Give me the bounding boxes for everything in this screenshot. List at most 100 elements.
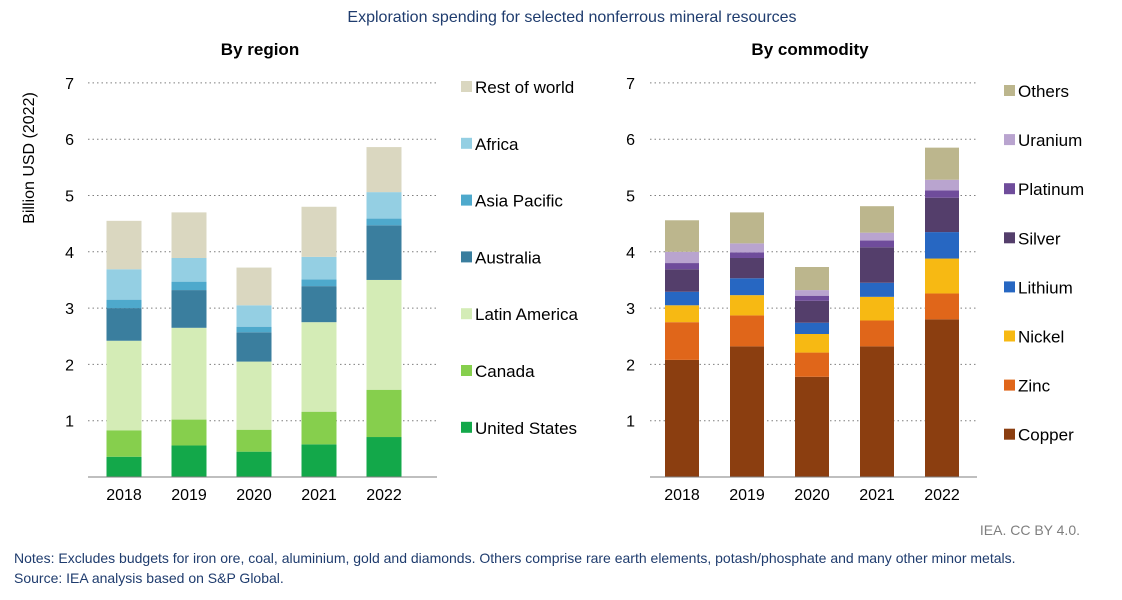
commodity-bar-copper-2021	[860, 346, 894, 477]
region-x-tick-label: 2019	[171, 487, 207, 504]
commodity-legend-label-others: Others	[1018, 82, 1069, 101]
commodity-x-tick-label: 2021	[859, 487, 895, 504]
commodity-y-tick-label: 5	[626, 189, 635, 206]
commodity-legend-label-nickel: Nickel	[1018, 328, 1064, 347]
commodity-bar-uranium-2018	[665, 251, 699, 264]
region-bar-australia-2020	[236, 332, 272, 362]
notes-text: Notes: Excludes budgets for iron ore, co…	[14, 550, 1016, 566]
commodity-bar-zinc-2022	[925, 293, 959, 320]
region-bar-asia-pacific-2021	[301, 279, 337, 287]
region-bar-australia-2021	[301, 286, 337, 323]
commodity-legend-swatch-uranium	[1004, 134, 1015, 146]
region-legend-label-australia: Australia	[475, 248, 542, 267]
region-bar-canada-2019	[171, 419, 207, 446]
region-bar-africa-2022	[366, 192, 402, 219]
region-bar-rest-of-world-2020	[236, 267, 272, 306]
commodity-bar-zinc-2020	[795, 352, 829, 377]
commodity-bar-nickel-2018	[665, 305, 699, 323]
region-legend-swatch-asia-pacific	[461, 194, 472, 206]
commodity-legend-swatch-silver	[1004, 232, 1015, 244]
credit-label: IEA. CC BY 4.0.	[979, 522, 1080, 538]
commodity-legend-label-platinum: Platinum	[1018, 180, 1084, 199]
commodity-bar-lithium-2018	[665, 291, 699, 306]
region-y-tick-label: 6	[65, 132, 74, 149]
region-legend-swatch-united-states	[461, 421, 472, 433]
region-bar-canada-2022	[366, 389, 402, 438]
commodity-y-tick-label: 2	[626, 357, 635, 374]
commodity-bar-uranium-2021	[860, 232, 894, 241]
commodity-legend-label-copper: Copper	[1018, 426, 1074, 445]
commodity-legend-swatch-others	[1004, 85, 1015, 96]
region-bar-australia-2019	[171, 290, 207, 328]
region-bar-united-states-2022	[366, 437, 402, 477]
region-bar-canada-2020	[236, 429, 272, 452]
region-bar-latin-america-2020	[236, 361, 272, 430]
commodity-x-tick-label: 2019	[729, 487, 765, 504]
commodity-y-tick-label: 3	[626, 301, 635, 318]
region-bar-australia-2018	[106, 308, 142, 341]
region-y-tick-label: 7	[65, 76, 74, 93]
region-legend-swatch-africa	[461, 137, 472, 149]
region-legend-swatch-rest-of-world	[461, 81, 472, 92]
region-x-tick-label: 2020	[236, 487, 272, 504]
region-bar-latin-america-2021	[301, 322, 337, 412]
commodity-bar-lithium-2021	[860, 282, 894, 297]
commodity-x-tick-label: 2018	[664, 487, 700, 504]
region-bar-united-states-2019	[171, 445, 207, 477]
commodity-bar-platinum-2019	[730, 252, 764, 258]
commodity-bar-others-2020	[795, 267, 829, 291]
figure-title: Exploration spending for selected nonfer…	[347, 9, 797, 26]
region-panel-title: By region	[220, 40, 300, 59]
region-bar-asia-pacific-2018	[106, 299, 142, 309]
commodity-y-tick-label: 4	[626, 245, 635, 262]
commodity-x-tick-label: 2022	[924, 487, 960, 504]
region-y-tick-label: 3	[65, 301, 74, 318]
region-y-tick-label: 5	[65, 189, 74, 206]
commodity-bar-lithium-2022	[925, 232, 959, 259]
region-x-tick-label: 2021	[301, 487, 337, 504]
region-bar-united-states-2020	[236, 451, 272, 477]
commodity-bar-zinc-2021	[860, 320, 894, 347]
region-bar-africa-2018	[106, 269, 142, 300]
region-legend-label-latin-america: Latin America	[475, 305, 579, 324]
region-legend-swatch-australia	[461, 251, 472, 263]
commodity-bar-copper-2019	[730, 346, 764, 477]
commodity-bar-platinum-2018	[665, 263, 699, 270]
region-legend-label-rest-of-world: Rest of world	[475, 78, 574, 97]
region-x-tick-label: 2018	[106, 487, 142, 504]
region-legend-label-asia-pacific: Asia Pacific	[475, 192, 563, 211]
region-bar-asia-pacific-2019	[171, 281, 207, 291]
region-y-tick-label: 1	[65, 414, 74, 431]
commodity-bar-copper-2018	[665, 359, 699, 477]
commodity-bar-others-2019	[730, 212, 764, 244]
region-bar-rest-of-world-2022	[366, 147, 402, 193]
region-legend-swatch-latin-america	[461, 308, 472, 320]
commodity-bar-nickel-2022	[925, 258, 959, 294]
commodity-legend-label-zinc: Zinc	[1018, 377, 1051, 396]
region-bar-canada-2021	[301, 411, 337, 445]
commodity-panel-title: By commodity	[751, 40, 869, 59]
region-x-tick-label: 2022	[366, 487, 402, 504]
region-y-tick-label: 2	[65, 357, 74, 374]
commodity-y-tick-label: 7	[626, 76, 635, 93]
region-bar-africa-2020	[236, 305, 272, 327]
region-legend-label-canada: Canada	[475, 362, 535, 381]
region-bar-united-states-2021	[301, 444, 337, 477]
commodity-legend-label-lithium: Lithium	[1018, 278, 1073, 297]
commodity-bar-others-2022	[925, 147, 959, 180]
commodity-bar-nickel-2019	[730, 295, 764, 316]
commodity-legend-label-uranium: Uranium	[1018, 131, 1082, 150]
commodity-y-tick-label: 6	[626, 132, 635, 149]
notes-block: Notes: Excludes budgets for iron ore, co…	[14, 548, 1016, 588]
region-bar-africa-2019	[171, 257, 207, 282]
commodity-bar-lithium-2020	[795, 322, 829, 334]
region-bar-asia-pacific-2022	[366, 218, 402, 226]
commodity-bar-silver-2021	[860, 247, 894, 283]
commodity-bar-zinc-2018	[665, 322, 699, 360]
region-bar-rest-of-world-2018	[106, 220, 142, 270]
commodity-bar-platinum-2020	[795, 295, 829, 301]
region-bar-canada-2018	[106, 430, 142, 457]
region-bar-latin-america-2018	[106, 340, 142, 431]
